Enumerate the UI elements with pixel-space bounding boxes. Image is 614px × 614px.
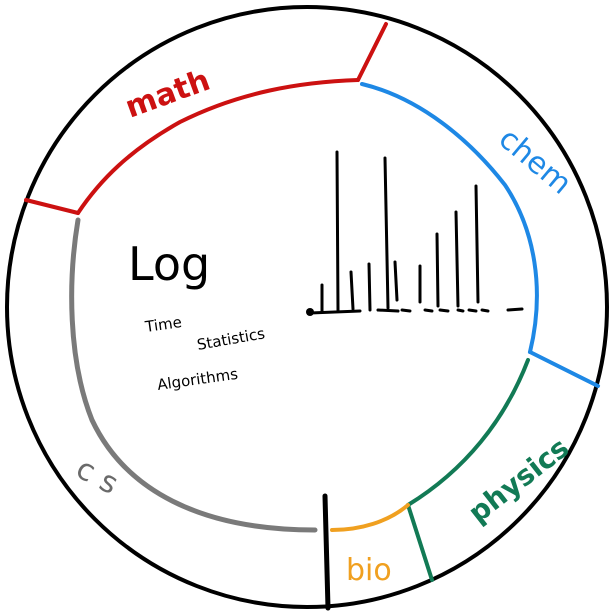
subtopic-time: Time <box>143 313 183 336</box>
bio-segment: bio <box>330 503 410 588</box>
chem-arc <box>360 82 539 354</box>
math-divider-left <box>24 198 80 215</box>
subtopic-algorithms: Algorithms <box>156 365 239 394</box>
log-scale-baseline <box>308 307 524 315</box>
chem-label: chem <box>492 121 578 201</box>
chem-segment: chem <box>360 82 600 388</box>
math-divider-right <box>356 22 388 82</box>
chem-divider <box>528 350 600 388</box>
log-tick-8 <box>435 232 440 308</box>
log-tick-3 <box>349 270 355 311</box>
log-tick-5 <box>383 156 390 310</box>
physics-segment: physics <box>406 358 575 582</box>
cs-label: cs <box>70 451 132 506</box>
log-tick-6 <box>393 260 399 302</box>
physics-divider <box>406 503 434 582</box>
physics-arc <box>406 358 530 507</box>
topic-title: Log <box>128 237 210 291</box>
log-tick-2 <box>335 150 340 312</box>
cs-arc <box>69 217 318 533</box>
math-label: math <box>121 63 215 126</box>
log-tick-10 <box>474 184 480 304</box>
outer-ring <box>5 5 609 609</box>
subtopic-statistics: Statistics <box>196 324 267 354</box>
math-segment: math <box>24 22 388 215</box>
math-arc <box>76 78 360 215</box>
bio-arc <box>330 503 410 532</box>
bio-label: bio <box>346 553 392 588</box>
log-tick-9 <box>454 210 460 308</box>
bottom-divider <box>322 493 331 611</box>
log-tick-4 <box>367 262 372 312</box>
log-scale-sketch <box>306 150 524 316</box>
